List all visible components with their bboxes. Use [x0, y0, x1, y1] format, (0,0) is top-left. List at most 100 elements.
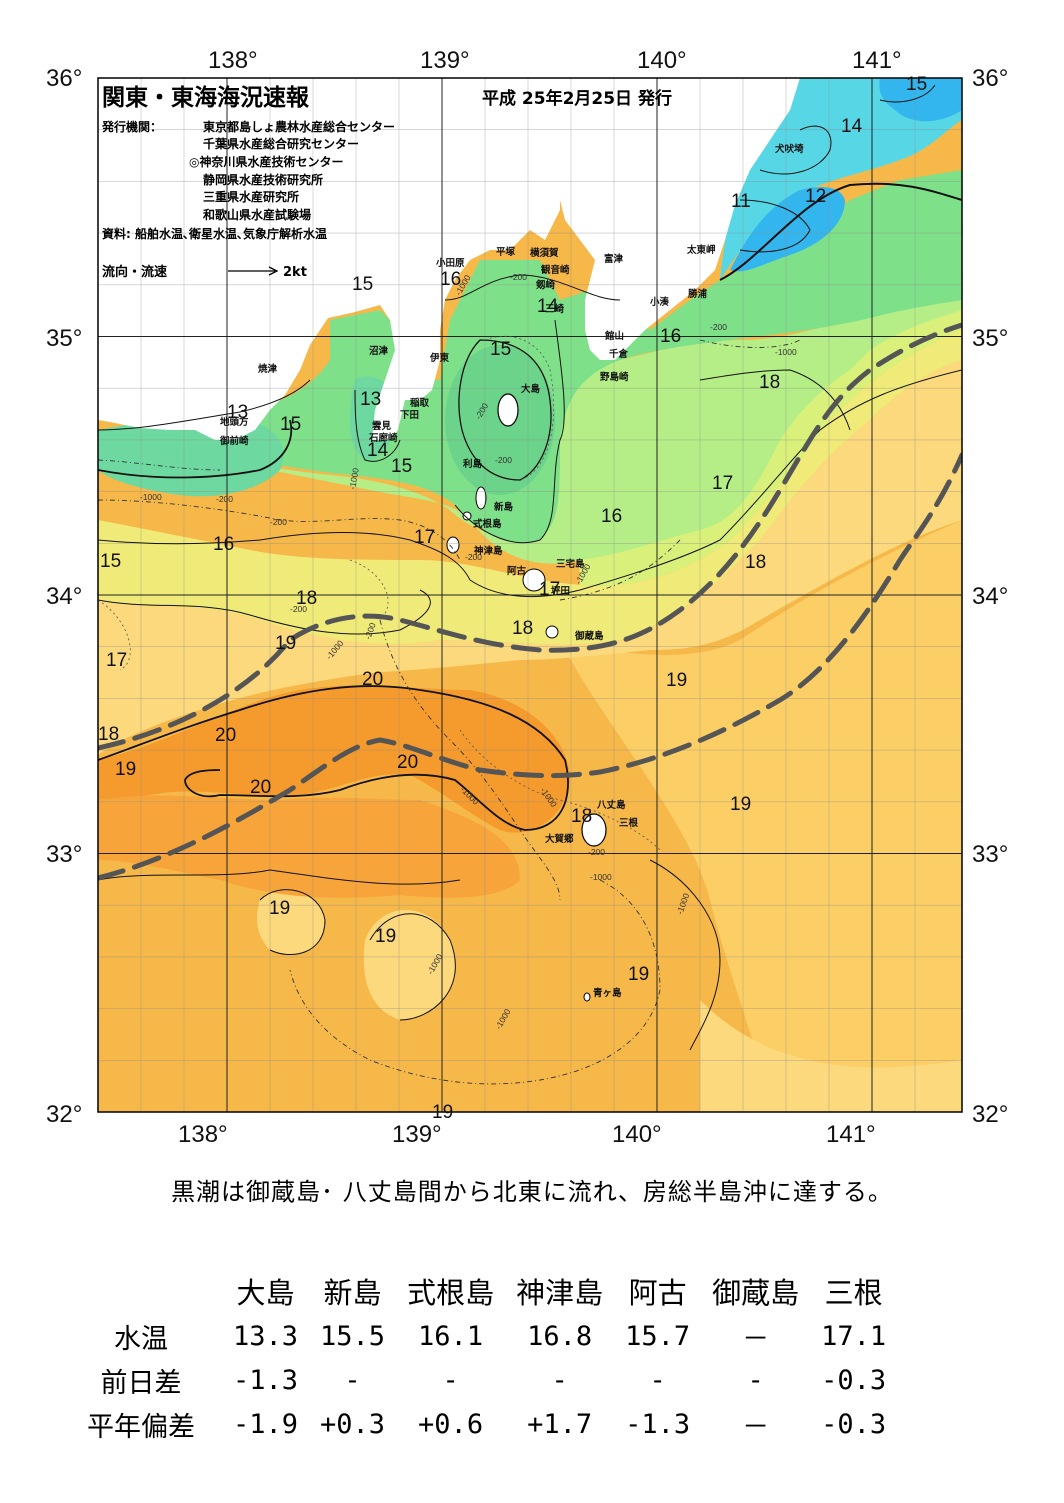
- depth-label: -1000: [140, 492, 162, 502]
- depth-label: -200: [495, 455, 512, 465]
- lat-label-left-34: 34°: [46, 583, 82, 610]
- row-label: 水温: [114, 1323, 168, 1355]
- kuroshio-axis: [98, 322, 962, 881]
- place-tsurugizaki: 剱崎: [535, 279, 556, 291]
- place-niijima: 新島: [494, 501, 514, 513]
- depth-label: -200: [588, 847, 605, 857]
- isotherm-label: 17: [539, 579, 560, 600]
- place-ito: 伊東: [429, 352, 450, 364]
- column-header: 式根島: [407, 1276, 495, 1310]
- depth-label: -1000: [590, 872, 612, 882]
- table-cell: -0.3: [821, 1364, 887, 1396]
- place-names: 犬吠埼 太東岬 勝浦 小湊 富津 館山 千倉 野島崎 観音崎 剱崎 三崎 横須賀…: [219, 143, 804, 999]
- table-cell: -1.3: [233, 1364, 299, 1396]
- isotherm-label: 15: [280, 414, 301, 435]
- lon-label-top-139: 139°: [420, 47, 470, 74]
- isotherm-label: 19: [628, 964, 649, 985]
- table-cell: 15.7: [625, 1320, 691, 1352]
- table-cell: -: [442, 1364, 459, 1396]
- row-label: 前日差: [100, 1367, 182, 1399]
- isotherm-label: 15: [490, 339, 511, 360]
- isotherm-label: 12: [805, 186, 826, 207]
- isotherm-label: 18: [98, 724, 119, 745]
- lat-label-left-36: 36°: [46, 65, 82, 92]
- table-cell: -1.3: [625, 1408, 691, 1440]
- isotherm-labels: 15 16 13 15 14 15 14 11 12 14 15 13 15 1…: [98, 74, 927, 1123]
- place-kannonzaki: 観音崎: [541, 264, 570, 276]
- isotherm-label: 15: [391, 456, 412, 477]
- place-hiratsuka: 平塚: [496, 246, 516, 258]
- depth-label: -200: [270, 517, 287, 527]
- column-header: 神津島: [516, 1276, 604, 1310]
- depth-label: -200: [290, 604, 307, 614]
- table-cell: +0.6: [418, 1408, 484, 1440]
- table-row: 平年偏差 -1.9 +0.3 +0.6 +1.7 -1.3 － -0.3: [60, 1402, 897, 1446]
- place-taitomisaki: 太東岬: [687, 244, 716, 256]
- isotherm-label: 18: [745, 552, 766, 573]
- major-grid: [98, 78, 962, 1112]
- place-shimoda: 下田: [400, 410, 419, 421]
- place-yaizu: 焼津: [258, 363, 278, 375]
- depth-label: -200: [710, 322, 727, 332]
- isotherm-label: 19: [269, 898, 290, 919]
- place-misaki: 三崎: [545, 303, 565, 315]
- sea-temperature-map: 138° 139° 140° 141° 138° 139° 140° 141° …: [46, 47, 1008, 1148]
- isotherm-label: 14: [537, 296, 559, 317]
- table-cell: 13.3: [233, 1320, 299, 1352]
- place-futtsu: 富津: [604, 253, 624, 265]
- place-aogashima: 青ヶ島: [593, 987, 622, 999]
- lat-label-right-34: 34°: [972, 583, 1008, 610]
- lon-label-bottom-138: 138°: [178, 1121, 228, 1148]
- isotherm-label: 11: [731, 191, 751, 212]
- isotherm-label: 20: [215, 725, 236, 746]
- place-inubosaki: 犬吠埼: [774, 143, 804, 155]
- isotherm-label: 13: [360, 389, 381, 410]
- legend-label: 流向・流速: [102, 264, 167, 280]
- table-cell: 17.1: [821, 1320, 887, 1352]
- data-source: 資料: 船舶水温､衛星水温､気象庁解析水温: [102, 226, 327, 241]
- lat-lon-grid: [98, 78, 962, 1112]
- place-kozushima: 神津島: [474, 545, 503, 557]
- lon-label-top-140: 140°: [637, 47, 687, 74]
- place-omaezaki: 御前崎: [219, 435, 249, 447]
- table-cell: -1.9: [233, 1408, 299, 1440]
- place-chikura: 千倉: [609, 348, 629, 360]
- map-title: 関東・東海海況速報: [102, 84, 310, 111]
- issuer-1: 千葉県水産総合研究センター: [203, 136, 359, 151]
- isotherm-label: 19: [275, 633, 296, 654]
- table-row: 前日差 -1.3 - - - - - -0.3: [60, 1358, 897, 1402]
- table-cell: －: [742, 1411, 770, 1443]
- isotherm-label: 16: [440, 269, 461, 290]
- place-kumomi: 雲見: [372, 420, 392, 432]
- place-kominato: 小湊: [649, 296, 670, 308]
- place-tsubota: 坪田: [551, 585, 570, 597]
- place-ako: 阿古: [507, 565, 527, 577]
- column-header: 三根: [824, 1276, 883, 1310]
- issue-date: 平成 25年2月25日 発行: [482, 88, 672, 109]
- table-cell: +1.7: [527, 1408, 593, 1440]
- row-label: 平年偏差: [87, 1411, 195, 1443]
- isotherm-label: 15: [100, 551, 121, 572]
- lat-label-left-32: 32°: [46, 1101, 82, 1128]
- place-odawara: 小田原: [435, 257, 465, 269]
- place-hachijojima: 八丈島: [596, 799, 626, 811]
- isotherm-label: 19: [115, 759, 136, 780]
- lat-label-right-36: 36°: [972, 65, 1008, 92]
- table-cell: -: [649, 1364, 666, 1396]
- isotherm-label: 16: [601, 506, 622, 527]
- isotherm-label: 20: [397, 752, 418, 773]
- isotherm-label: 17: [414, 527, 435, 548]
- isotherm-label: 14: [841, 116, 863, 137]
- isotherm-label: 19: [375, 926, 396, 947]
- lat-label-right-33: 33°: [972, 841, 1008, 868]
- isotherm-label: 18: [571, 806, 592, 827]
- isotherm-label: 15: [906, 74, 927, 95]
- isotherm-label: 16: [213, 534, 234, 555]
- isotherm-label: 20: [250, 777, 271, 798]
- table-cell: -: [344, 1364, 361, 1396]
- depth-contours: [98, 339, 801, 1085]
- lat-label-right-32: 32°: [972, 1101, 1008, 1128]
- isotherms: [98, 84, 962, 1051]
- issuer-5: 和歌山県水産試験場: [202, 207, 311, 222]
- place-tateyama: 館山: [604, 330, 624, 342]
